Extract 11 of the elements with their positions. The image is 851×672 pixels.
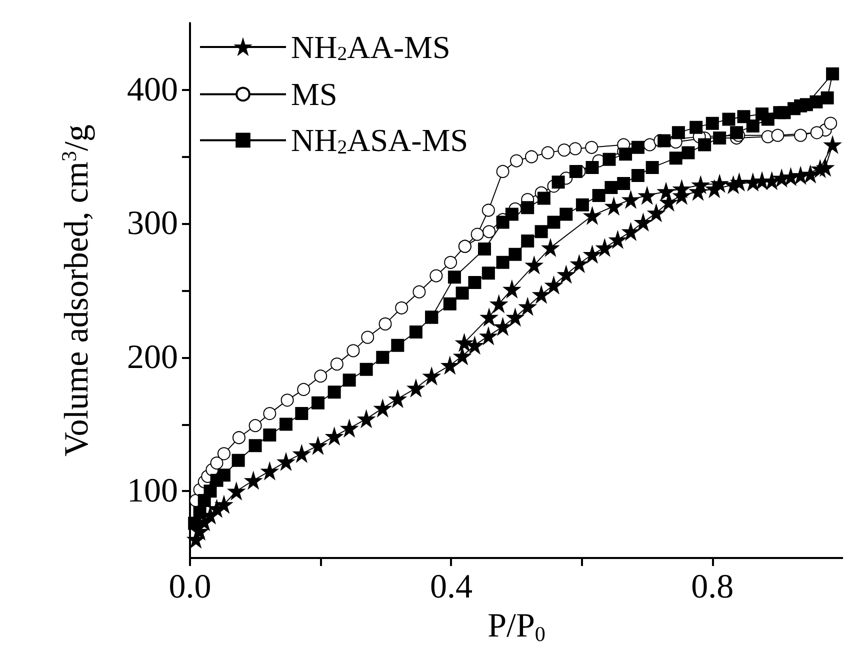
y-tick-label: 100 <box>127 472 178 510</box>
legend-label: NH2ASA-MS <box>291 122 468 158</box>
x-tick-label: 0.0 <box>168 568 212 606</box>
legend-label: NH2AA-MS <box>291 29 450 66</box>
y-tick-label: 400 <box>127 71 178 108</box>
y-axis-title: Volume adsorbed, cm3/g <box>57 124 96 456</box>
x-tick-label: 0.4 <box>430 568 472 606</box>
x-tick-label: 0.8 <box>691 568 734 606</box>
y-tick-label: 300 <box>127 205 178 242</box>
legend-label: MS <box>291 76 338 112</box>
y-tick-label: 200 <box>127 338 178 376</box>
